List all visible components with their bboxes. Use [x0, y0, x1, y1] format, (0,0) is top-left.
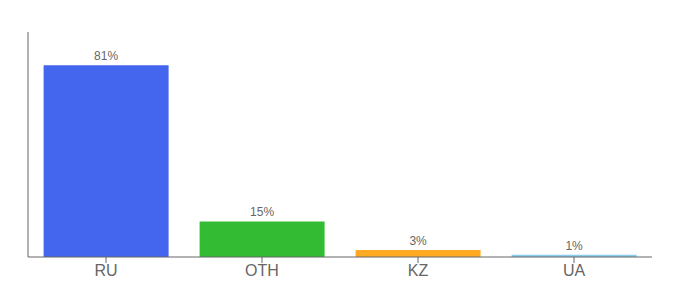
svg-text:1%: 1% — [565, 239, 583, 253]
svg-text:81%: 81% — [94, 49, 118, 63]
svg-text:15%: 15% — [250, 205, 274, 219]
svg-text:OTH: OTH — [245, 262, 279, 279]
svg-text:RU: RU — [94, 262, 117, 279]
svg-text:KZ: KZ — [408, 262, 429, 279]
svg-text:UA: UA — [563, 262, 586, 279]
svg-text:3%: 3% — [409, 234, 427, 248]
